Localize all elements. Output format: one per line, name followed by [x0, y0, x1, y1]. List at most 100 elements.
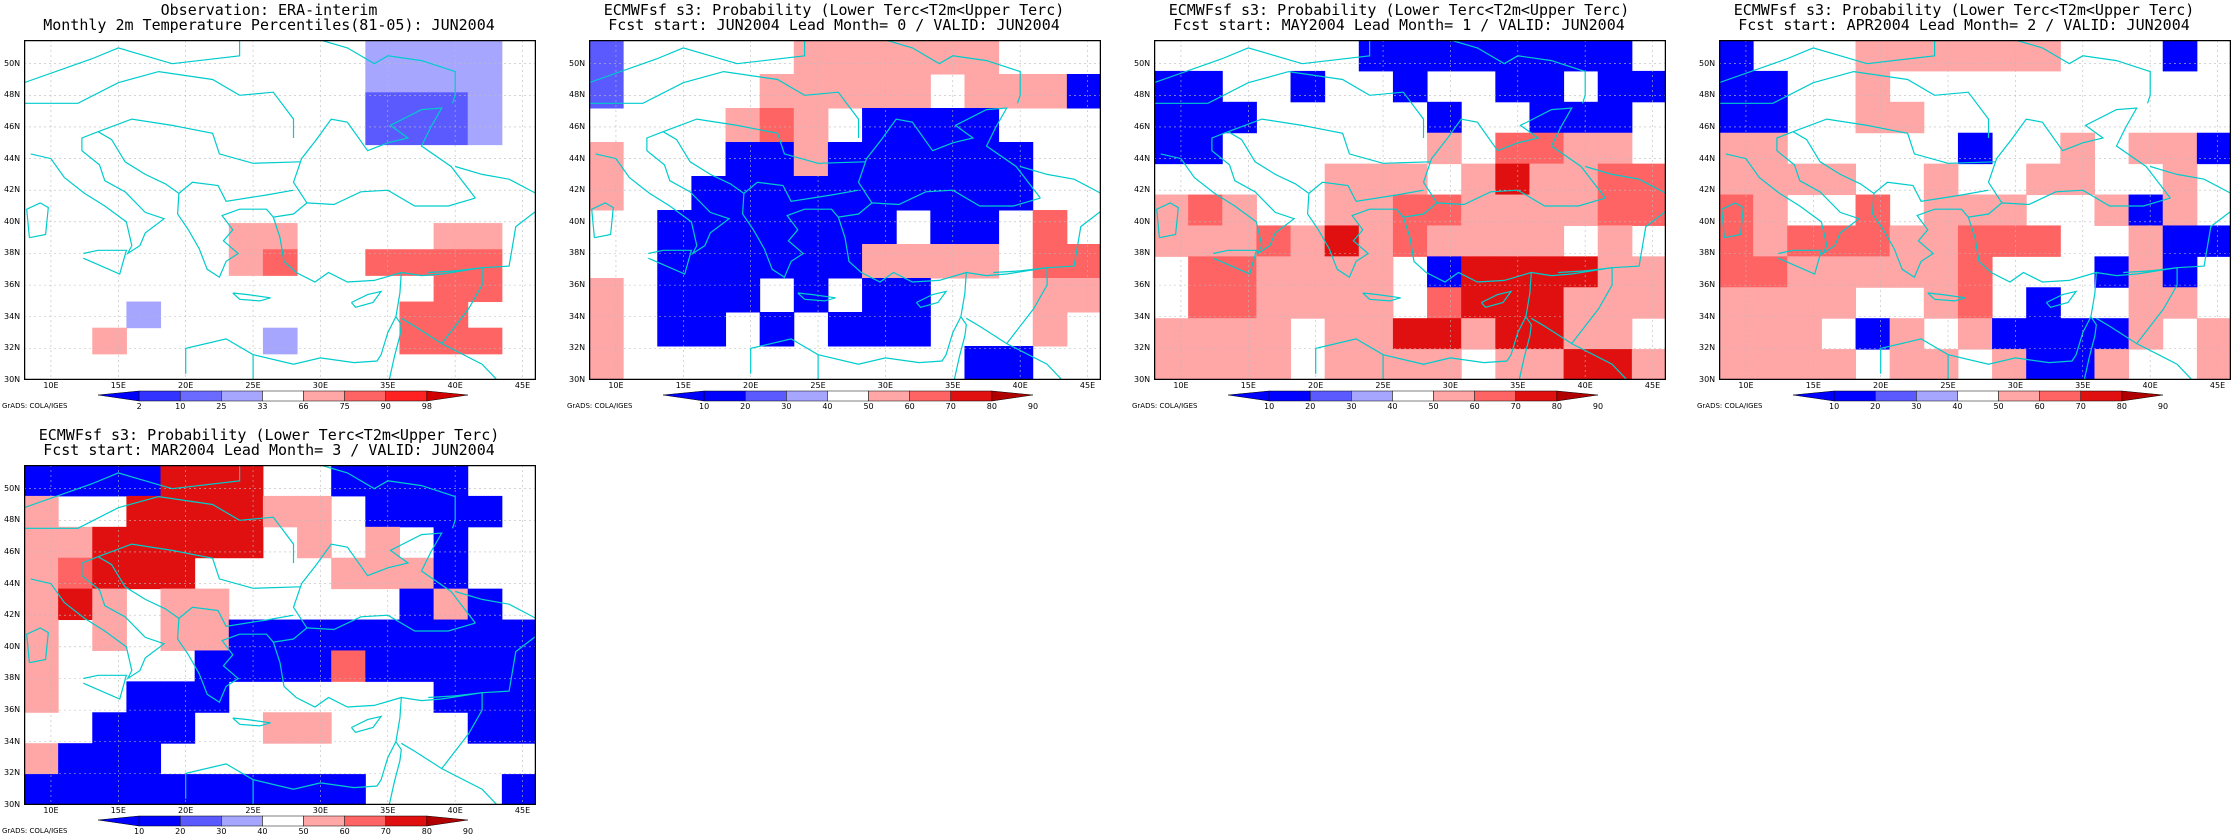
map-panel-2: ECMWFsf s3: Probability (Lower Terc<T2m<… [1130, 0, 1668, 411]
shaded-cell [964, 142, 1000, 177]
shaded-cell [2162, 132, 2198, 165]
lat-tick-label: 42N [1134, 185, 1151, 195]
panel-title-line1: ECMWFsf s3: Probability (Lower Terc<T2m<… [1168, 1, 1630, 19]
coastline [1725, 131, 1861, 256]
shaded-cell [1992, 318, 2027, 350]
colorbar-swatch [179, 390, 222, 402]
shaded-cell [1495, 349, 1530, 380]
shaded-cell [2128, 287, 2164, 319]
coastline [953, 316, 967, 380]
lon-tick-label: 45E [514, 381, 531, 390]
shaded-cell [1358, 287, 1394, 319]
map-svg [1154, 40, 1666, 380]
shaded-cell [1992, 349, 2027, 380]
shaded-cell [1719, 349, 1754, 380]
shaded-cell [793, 108, 829, 143]
shaded-cell [793, 176, 829, 211]
colorbar-label: 50 [1993, 402, 2004, 411]
shaded-cell [793, 74, 829, 109]
shaded-cell [160, 712, 196, 744]
shaded-cell [1358, 194, 1394, 226]
shaded-cell [1392, 318, 1428, 350]
colorbar-label: 70 [380, 827, 391, 836]
shaded-cell [1154, 194, 1189, 226]
coastline [595, 131, 731, 256]
shaded-cell [1495, 225, 1530, 257]
shaded-cell [1787, 287, 1822, 319]
shaded-cell [194, 588, 230, 621]
coastline [1968, 189, 2171, 218]
shaded-cell [399, 495, 435, 528]
shaded-cell [1992, 225, 2027, 257]
shaded-cell [1855, 256, 1891, 288]
shaded-cell [1563, 349, 1599, 380]
shaded-cell [1787, 225, 1822, 257]
shaded-cell [331, 619, 366, 651]
shaded-cell [1495, 70, 1530, 103]
shaded-cell [228, 650, 264, 682]
coastline [24, 70, 295, 138]
lat-tick-label: 46N [4, 546, 21, 556]
lat-tick-label: 40N [4, 641, 21, 651]
shaded-cell [1324, 194, 1360, 226]
shaded-cell [433, 526, 469, 559]
colorbar-label: 66 [298, 402, 309, 411]
lat-tick-label: 34N [1134, 311, 1151, 321]
shaded-cell [827, 142, 863, 177]
lon-tick-label: 35E [1510, 381, 1526, 390]
shaded-cell [1631, 287, 1666, 319]
shaded-cell [1631, 349, 1666, 380]
shaded-cell [1066, 278, 1101, 313]
map-frame [1154, 40, 1666, 380]
coastline [797, 292, 836, 302]
colorbar-swatch [426, 815, 469, 827]
lon-tick-label: 10E [43, 806, 59, 815]
colorbar [1792, 390, 2164, 402]
shaded-cell [1154, 70, 1189, 103]
shaded-cell [297, 774, 332, 805]
shaded-cell [399, 650, 435, 682]
shaded-cell [160, 557, 196, 590]
shaded-cell [433, 223, 469, 250]
shaded-cell [228, 495, 264, 528]
shaded-cell [399, 557, 435, 590]
shaded-cell [1495, 163, 1530, 196]
shaded-cell [1154, 349, 1189, 380]
lon-tick-label: 20E [178, 806, 194, 815]
shaded-cell [759, 312, 795, 347]
colorbar-label: 50 [863, 402, 874, 411]
coastline [441, 343, 498, 380]
lat-tick-label: 32N [1699, 343, 1716, 353]
shaded-cell [126, 743, 162, 775]
panel-title-line2: Fcst start: MAY2004 Lead Month= 1 / VALI… [1173, 16, 1625, 34]
shaded-cell [1358, 40, 1394, 72]
shaded-cell [1461, 318, 1496, 350]
shaded-cell [1324, 287, 1360, 319]
shaded-cell [228, 249, 264, 276]
shaded-cell [1188, 194, 1223, 226]
shaded-cell [262, 619, 298, 651]
coastline [1403, 189, 1606, 218]
shaded-cell [399, 619, 435, 651]
shaded-cell [1222, 318, 1257, 350]
shaded-cell [998, 142, 1034, 177]
shaded-cell [58, 774, 93, 805]
lat-tick-label: 36N [4, 705, 21, 715]
shaded-cell [24, 681, 59, 713]
shaded-cell [1495, 256, 1530, 288]
coastline [1422, 107, 1606, 204]
coastline [817, 354, 832, 380]
shaded-cell [2094, 194, 2130, 226]
coastline [232, 717, 271, 727]
shaded-cell [1753, 287, 1788, 319]
shaded-cell [1358, 163, 1394, 196]
shaded-cell [433, 118, 469, 146]
shaded-cell [930, 176, 965, 211]
shaded-cell [1066, 74, 1101, 109]
shaded-cell [24, 526, 59, 559]
shaded-cell [1563, 318, 1599, 350]
colorbar-label: 30 [1911, 402, 1922, 411]
shaded-cell [1631, 70, 1666, 103]
coastline [965, 266, 1048, 345]
shaded-cell [998, 74, 1034, 109]
